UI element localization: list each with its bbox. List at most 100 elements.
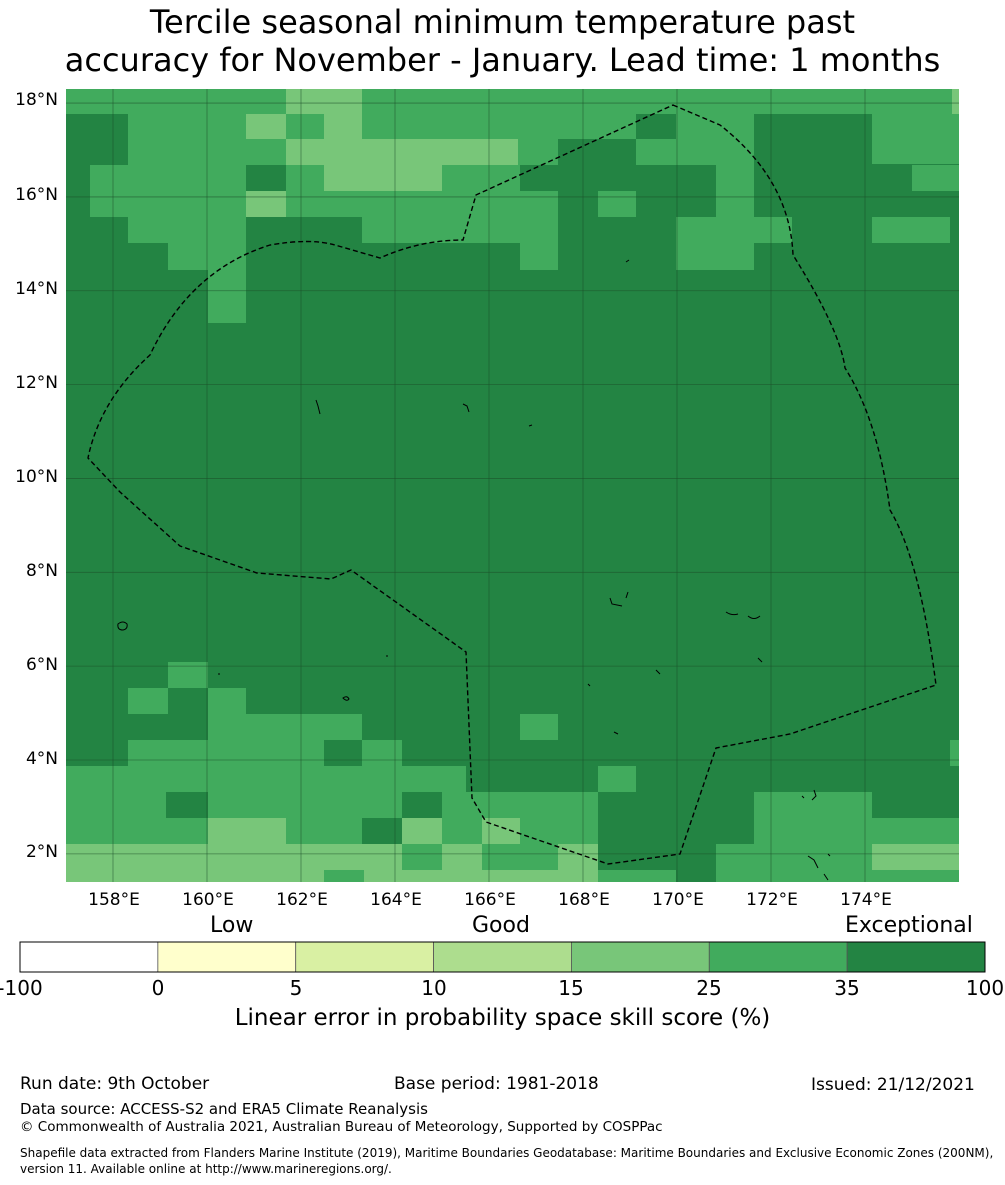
grid-cell	[442, 792, 598, 818]
chart-title: Tercile seasonal minimum temperature pas…	[0, 3, 1005, 79]
grid-cell	[362, 89, 952, 114]
grid-cell	[286, 139, 518, 165]
grid-cell	[362, 114, 636, 139]
grid-cell	[364, 870, 598, 882]
grid-cell	[442, 818, 482, 844]
lat-label-18n: 18°N	[15, 90, 58, 110]
base-period: Base period: 1981-2018	[394, 1074, 599, 1094]
grid-cell	[872, 818, 959, 844]
grid-cell	[872, 114, 959, 164]
grid-cell	[128, 114, 246, 139]
islands	[117, 259, 831, 881]
colorbar-category-exceptional: Exceptional	[845, 913, 973, 938]
grid-cell	[754, 844, 872, 870]
lon-label-158e: 158°E	[88, 890, 140, 910]
island-outline	[807, 853, 831, 881]
lon-label-162e: 162°E	[276, 890, 328, 910]
colorbar-category-low: Low	[210, 913, 254, 938]
eez-boundary	[87, 104, 937, 865]
lon-label-166e: 166°E	[464, 890, 516, 910]
lon-label-174e: 174°E	[840, 890, 892, 910]
grid-cell	[754, 792, 872, 818]
colorbar	[19, 941, 986, 973]
grid-cell	[716, 165, 754, 217]
grid-cell	[66, 818, 208, 844]
grid-cell	[208, 714, 362, 740]
colorbar-tick: 0	[151, 976, 165, 1000]
data-source: Data source: ACCESS-S2 and ERA5 Climate …	[20, 1100, 428, 1118]
lon-label-170e: 170°E	[652, 890, 704, 910]
grid-cell	[676, 114, 754, 139]
grid-cell	[598, 870, 676, 882]
grid-cell	[90, 165, 246, 191]
grid-cell	[208, 792, 402, 818]
grid-cell	[324, 870, 364, 882]
colorbar-segment	[571, 941, 710, 973]
colorbar-segment	[433, 941, 572, 973]
shapefile-credit-line-2: version 11. Available online at http://w…	[20, 1162, 392, 1176]
grid-cell	[872, 217, 950, 243]
grid-cell	[286, 114, 324, 139]
grid-cell	[872, 844, 959, 870]
run-date: Run date: 9th October	[20, 1074, 210, 1094]
grid-cell	[66, 792, 166, 818]
grid-cell	[362, 217, 558, 243]
graticule	[66, 89, 959, 882]
island-outline	[725, 611, 761, 619]
grid-cell	[286, 191, 476, 217]
copyright: © Commonwealth of Australia 2021, Austra…	[20, 1119, 663, 1135]
island-outline	[609, 591, 629, 607]
grid-cell	[402, 844, 442, 870]
lon-label-164e: 164°E	[370, 890, 422, 910]
grid-cell	[636, 139, 676, 165]
grid-cell	[286, 165, 324, 191]
colorbar-tick: 35	[834, 976, 860, 1000]
lon-label-160e: 160°E	[182, 890, 234, 910]
lat-label-14n: 14°N	[15, 279, 58, 299]
grid-cell	[520, 243, 558, 270]
colorbar-tick: 25	[696, 976, 722, 1000]
colorbar-segment	[19, 941, 159, 973]
grid-cell	[128, 688, 168, 714]
colorbar-tick: -100	[0, 976, 43, 1000]
grid-cell	[324, 114, 362, 139]
grid-cell	[952, 89, 959, 114]
island-outline	[117, 621, 128, 631]
island-outline	[315, 259, 630, 427]
grid-cell	[286, 818, 362, 844]
colorbar-tick: 15	[558, 976, 584, 1000]
grid-cell	[676, 243, 754, 270]
grid-cell	[676, 139, 754, 165]
grid-cell	[66, 844, 402, 870]
grid-cell	[520, 818, 598, 844]
grid-cell	[598, 191, 636, 217]
grid-cell	[246, 191, 286, 217]
grid-cell	[442, 165, 520, 191]
grid-cell	[208, 270, 246, 323]
grid-cell	[246, 114, 286, 139]
colorbar-category-good: Good	[472, 913, 530, 938]
colorbar-segment	[708, 941, 848, 973]
lat-label-2n: 2°N	[25, 842, 58, 862]
grid-cell	[442, 844, 482, 870]
colorbar-outline	[19, 941, 986, 973]
colorbar-segment	[846, 941, 986, 973]
lat-label-12n: 12°N	[15, 373, 58, 393]
title-line-1: Tercile seasonal minimum temperature pas…	[149, 3, 856, 41]
grid-cell	[558, 844, 598, 870]
grid-cell	[476, 191, 558, 217]
grid-cell	[66, 766, 466, 792]
grid-cell	[950, 740, 959, 766]
lat-label-6n: 6°N	[25, 655, 58, 675]
title-line-2: accuracy for November - January. Lead ti…	[64, 41, 941, 79]
issued-date: Issued: 21/12/2021	[811, 1075, 975, 1095]
grid-cell	[716, 870, 959, 882]
lat-label-16n: 16°N	[15, 185, 58, 205]
grid-cell	[208, 688, 246, 714]
grid-cell	[402, 818, 442, 844]
grid-cell	[66, 89, 286, 114]
grid-cell	[598, 766, 636, 792]
grid-cell	[362, 740, 402, 766]
island-outline	[342, 696, 350, 701]
